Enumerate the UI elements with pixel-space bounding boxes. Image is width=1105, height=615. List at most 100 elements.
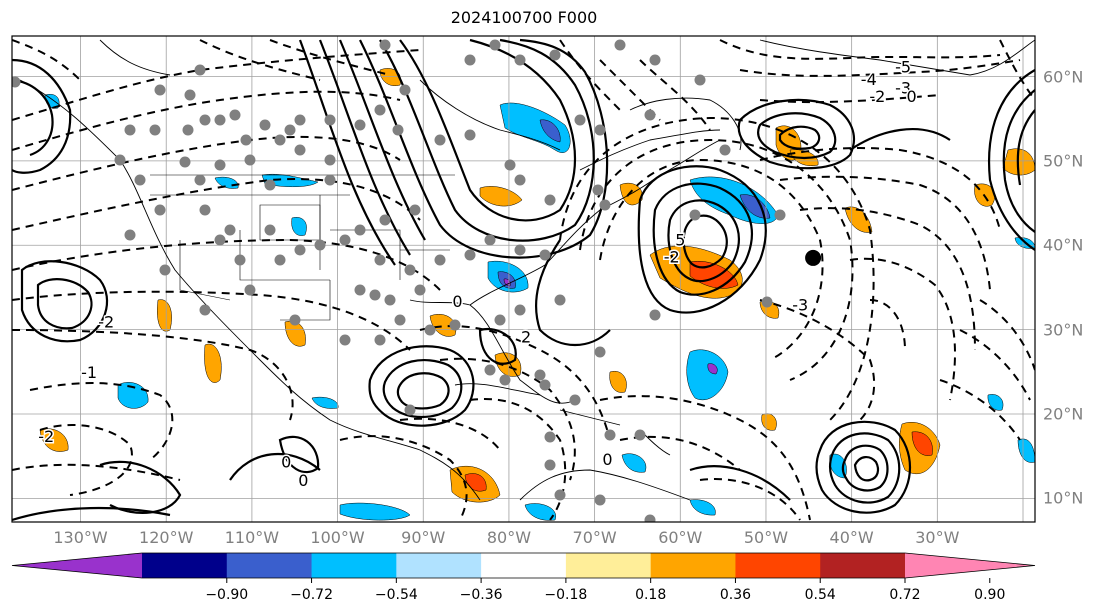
station-dot xyxy=(544,459,556,471)
station-dot xyxy=(229,109,241,121)
station-dot xyxy=(294,244,306,256)
colorbar-extend-low xyxy=(12,553,142,578)
station-dot xyxy=(774,209,786,221)
station-dot xyxy=(379,214,391,226)
station-dot xyxy=(354,284,366,296)
longitude-label: 120°W xyxy=(139,528,194,547)
station-dot xyxy=(504,159,516,171)
station-dot xyxy=(574,114,586,126)
shaded-area xyxy=(539,119,561,143)
colorbar-tick-label: 0.72 xyxy=(889,587,921,603)
contour-label: -2 xyxy=(38,427,54,446)
station-dot xyxy=(484,364,496,376)
station-dot xyxy=(324,154,336,166)
station-dot xyxy=(489,39,501,51)
station-dot xyxy=(314,239,326,251)
station-dot xyxy=(199,304,211,316)
station-dot xyxy=(694,74,706,86)
longitude-label: 70°W xyxy=(572,528,617,547)
longitude-label: 90°W xyxy=(401,528,446,547)
colorbar-segment xyxy=(396,553,482,578)
station-dot xyxy=(224,224,236,236)
station-dot xyxy=(464,54,476,66)
station-dot xyxy=(592,184,604,196)
station-dot xyxy=(240,134,252,146)
station-dot xyxy=(534,369,546,381)
station-dot xyxy=(464,249,476,261)
station-dot xyxy=(604,429,616,441)
station-dot xyxy=(134,174,146,186)
station-dot xyxy=(594,494,606,506)
station-dot xyxy=(289,314,301,326)
station-dot xyxy=(369,289,381,301)
map-frame xyxy=(11,35,1036,523)
contour-label: -1 xyxy=(81,363,97,382)
station-dot xyxy=(514,174,526,186)
contour-label: -5 xyxy=(895,58,911,77)
station-dot xyxy=(182,124,194,136)
station-dot xyxy=(379,39,391,51)
longitude-label: 50°W xyxy=(743,528,789,547)
station-dot xyxy=(214,159,226,171)
shaded-area xyxy=(707,363,718,375)
station-dot xyxy=(274,254,286,266)
shaded-area xyxy=(524,503,557,521)
longitude-label: 80°W xyxy=(486,528,532,547)
station-dot xyxy=(199,114,211,126)
colorbar-tick-label: −0.72 xyxy=(290,587,333,603)
shaded-area xyxy=(689,499,716,516)
latitude-label: 50°N xyxy=(1043,151,1084,171)
colorbar-segment xyxy=(311,553,397,578)
station-dot xyxy=(569,394,581,406)
station-dot xyxy=(214,114,226,126)
station-dot xyxy=(339,234,351,246)
colorbar-tick-label: −0.18 xyxy=(544,587,588,603)
colorbar-segment xyxy=(565,553,652,578)
station-dot xyxy=(599,199,611,211)
graticule xyxy=(12,36,1035,522)
station-markers xyxy=(12,39,786,522)
shaded-area xyxy=(291,217,307,236)
station-dot xyxy=(324,114,336,126)
station-dot xyxy=(114,154,126,166)
station-dot xyxy=(484,234,496,246)
station-dot xyxy=(194,64,206,76)
station-dot xyxy=(594,346,606,358)
station-dot xyxy=(434,254,446,266)
station-dot xyxy=(614,39,626,51)
station-dot xyxy=(184,89,196,101)
longitude-label: 110°W xyxy=(224,528,280,547)
station-dot xyxy=(544,431,556,443)
station-dot xyxy=(339,334,351,346)
station-dot xyxy=(499,374,511,386)
station-dot xyxy=(544,194,556,206)
station-dot xyxy=(554,294,566,306)
station-dot xyxy=(449,319,461,331)
station-dot xyxy=(294,114,306,126)
colorbar-extend-high xyxy=(905,553,1035,578)
station-dot xyxy=(539,379,551,391)
longitude-label: 100°W xyxy=(310,528,365,547)
station-dot xyxy=(689,209,701,221)
station-dot xyxy=(644,109,656,121)
contour-label: 0 xyxy=(281,452,291,471)
station-dot xyxy=(554,489,566,501)
colorbar-segment xyxy=(226,553,313,578)
colorbar-tick-label: −0.36 xyxy=(459,587,503,603)
shaded-area xyxy=(204,343,222,383)
station-dot xyxy=(324,174,336,186)
colorbar-segment xyxy=(650,553,736,578)
station-dot xyxy=(494,314,506,326)
station-dot xyxy=(374,104,386,116)
station-dot xyxy=(374,254,386,266)
shaded-area xyxy=(261,174,319,187)
station-dot xyxy=(264,179,276,191)
colorbar-segment xyxy=(481,553,567,578)
station-dot xyxy=(399,84,411,96)
colorbar xyxy=(11,552,1036,583)
longitude-label: 40°W xyxy=(829,528,874,547)
shaded-area xyxy=(621,453,647,473)
station-dot xyxy=(12,76,21,88)
colorbar-tick-label: 0.36 xyxy=(719,587,752,603)
contour-label: -3 xyxy=(895,79,911,98)
